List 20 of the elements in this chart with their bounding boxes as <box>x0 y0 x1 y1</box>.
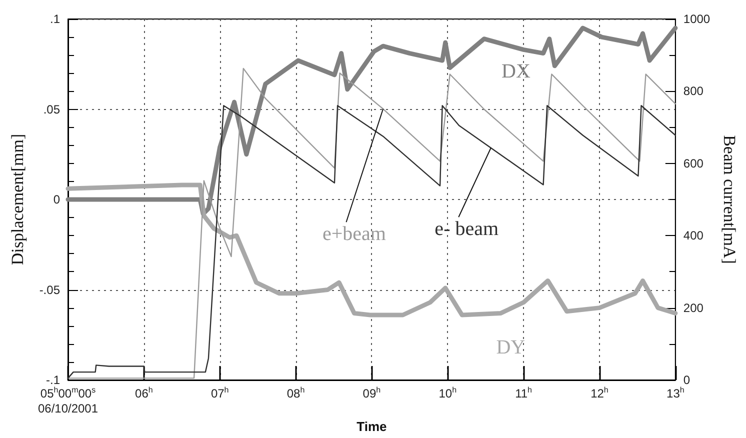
y2-tick-label: 600 <box>683 156 704 170</box>
series-label: DX <box>502 60 531 82</box>
y-tick-label: .1 <box>50 12 60 26</box>
y-axis-title: Displacement[mm] <box>8 134 27 266</box>
x-axis-title: Time <box>356 419 387 434</box>
y2-tick-label: 1000 <box>683 12 710 26</box>
series-label: e- beam <box>434 218 499 240</box>
series-label: DY <box>496 336 526 359</box>
y2-tick-label: 200 <box>683 300 704 315</box>
y2-axis-title: Beam current[mA] <box>720 135 739 264</box>
y2-tick-label: 400 <box>683 228 704 243</box>
text: e+beam <box>322 223 386 246</box>
y-tick-label: 0 <box>53 192 60 206</box>
y-tick-label: -.1 <box>46 373 60 387</box>
y-tick-label: -.05 <box>39 282 60 297</box>
line-series <box>66 26 678 216</box>
y2-tick-label: 800 <box>683 84 704 98</box>
y2-tick-label: 0 <box>683 373 690 387</box>
line-series <box>66 182 678 318</box>
y-tick-label: .05 <box>43 102 60 116</box>
